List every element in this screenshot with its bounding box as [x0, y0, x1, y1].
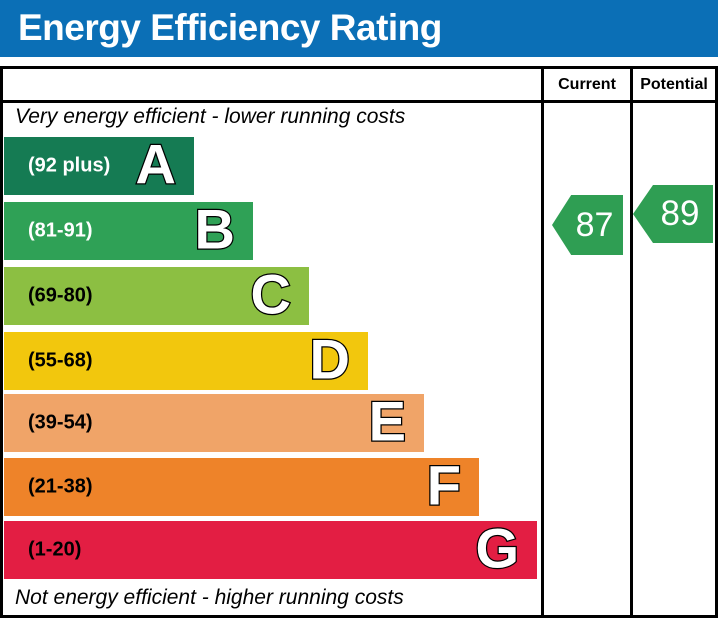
header-divider — [3, 100, 715, 103]
column-divider-potential — [630, 69, 633, 615]
band-g-letter: G — [474, 516, 520, 580]
band-e: (39-54) E — [4, 389, 424, 453]
potential-rating-value: 89 — [660, 194, 700, 233]
band-b-range: (81-91) — [28, 219, 93, 242]
band-a-letter: A — [134, 132, 177, 196]
band-b-letter: B — [193, 197, 236, 261]
band-a-range: (92 plus) — [28, 154, 111, 177]
band-d-range: (55-68) — [28, 349, 93, 372]
note-not-efficient: Not energy efficient - higher running co… — [15, 586, 404, 609]
note-very-efficient: Very energy efficient - lower running co… — [15, 105, 406, 128]
band-e-letter: E — [367, 389, 407, 453]
band-e-range: (39-54) — [28, 411, 93, 434]
band-d: (55-68) D — [4, 327, 368, 391]
potential-rating-arrow: 89 — [633, 185, 713, 243]
band-f-letter: F — [426, 453, 463, 517]
column-header-current: Current — [558, 76, 616, 93]
current-rating-value: 87 — [575, 205, 614, 244]
band-f: (21-38) F — [4, 453, 479, 517]
band-a: (92 plus) A — [4, 132, 194, 196]
band-d-letter: D — [308, 327, 351, 391]
band-g: (1-20) G — [4, 516, 537, 580]
band-b: (81-91) B — [4, 197, 253, 261]
page-title: Energy Efficiency Rating — [18, 6, 442, 48]
column-divider-current — [541, 69, 544, 615]
band-c: (69-80) C — [4, 262, 309, 326]
band-c-range: (69-80) — [28, 284, 93, 307]
band-g-range: (1-20) — [28, 538, 82, 561]
band-f-range: (21-38) — [28, 475, 93, 498]
current-rating-arrow: 87 — [552, 195, 623, 255]
column-header-potential: Potential — [640, 76, 708, 93]
band-c-letter: C — [249, 262, 292, 326]
title-banner: Energy Efficiency Rating — [0, 0, 718, 57]
rating-table: Current Potential Very energy efficient … — [0, 66, 718, 618]
